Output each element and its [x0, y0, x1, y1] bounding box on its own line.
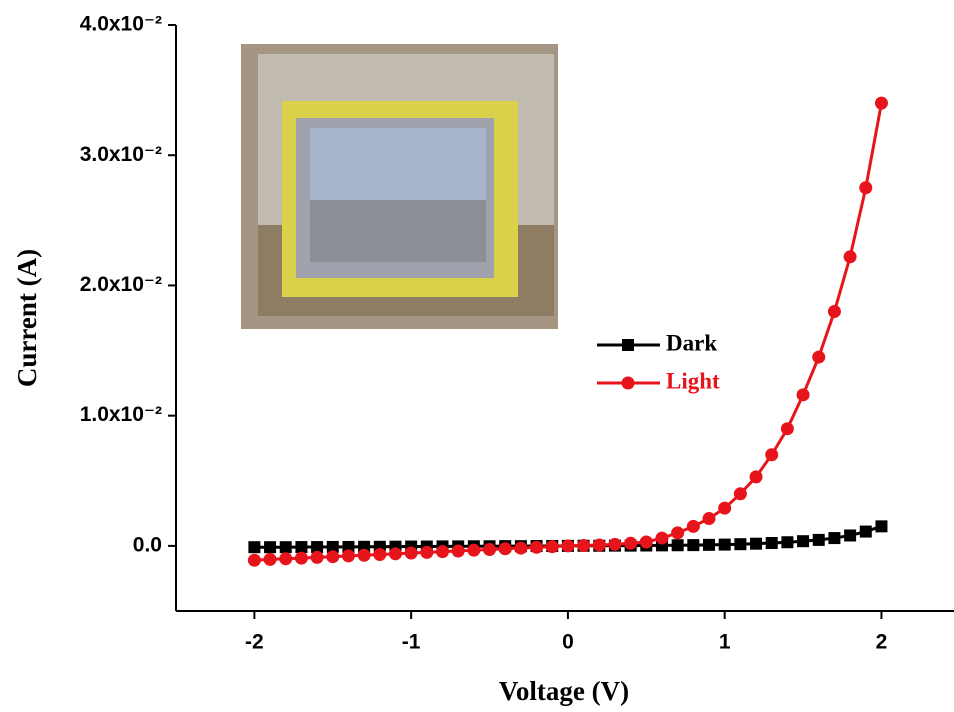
data-point: [875, 97, 888, 110]
data-point: [624, 537, 637, 550]
data-point: [765, 448, 778, 461]
y-tick-label: 4.0x10⁻²: [80, 13, 162, 36]
data-point: [467, 544, 480, 557]
data-point: [859, 181, 872, 194]
data-point: [703, 539, 715, 551]
x-tick-label: 1: [719, 631, 731, 654]
data-point: [734, 487, 747, 500]
data-point: [719, 539, 731, 551]
data-point: [295, 552, 308, 565]
data-point: [860, 526, 872, 538]
data-point: [828, 532, 840, 544]
data-point: [781, 422, 794, 435]
legend-marker: [622, 377, 635, 390]
data-point: [546, 540, 559, 553]
x-tick-label: -1: [402, 631, 421, 654]
data-point: [420, 546, 433, 559]
chart: Voltage (V) Current (A) -2 -1 0 1 2 0.0 1.0x10…: [0, 0, 954, 712]
data-point: [687, 520, 700, 533]
data-point: [373, 548, 386, 561]
data-point: [295, 541, 307, 553]
data-point: [358, 549, 371, 562]
data-point: [311, 551, 324, 564]
data-point: [640, 535, 653, 548]
x-tick-label: 0: [562, 631, 574, 654]
data-point: [248, 541, 260, 553]
data-point: [561, 539, 574, 552]
y-axis-title: Current (A): [12, 249, 42, 387]
data-point: [264, 541, 276, 553]
data-point: [499, 542, 512, 555]
y-tick-label: 3.0x10⁻²: [80, 143, 162, 166]
data-point: [875, 520, 887, 532]
data-point: [248, 554, 261, 567]
data-point: [608, 538, 621, 551]
data-point: [530, 541, 543, 554]
data-point: [812, 351, 825, 364]
data-point: [655, 532, 668, 545]
data-point: [436, 545, 449, 558]
data-point: [703, 512, 716, 525]
data-point: [671, 526, 684, 539]
data-point: [687, 539, 699, 551]
data-point: [781, 536, 793, 548]
x-tick-label: 2: [876, 631, 888, 654]
legend-label: Dark: [666, 330, 717, 355]
data-point: [279, 552, 292, 565]
data-point: [483, 543, 496, 556]
legend-marker: [622, 339, 634, 351]
data-point: [326, 550, 339, 563]
data-point: [342, 549, 355, 562]
data-point: [750, 538, 762, 550]
y-tick-label: 1.0x10⁻²: [80, 403, 162, 426]
data-point: [797, 535, 809, 547]
data-point: [452, 544, 465, 557]
data-point: [718, 502, 731, 515]
data-point: [264, 553, 277, 566]
data-point: [828, 305, 841, 318]
y-tick-label: 0.0: [133, 533, 162, 556]
legend-label: Light: [666, 368, 720, 393]
data-point: [766, 537, 778, 549]
data-point: [514, 542, 527, 555]
data-point: [593, 538, 606, 551]
data-point: [577, 539, 590, 552]
data-point: [389, 547, 402, 560]
x-tick-label: -2: [245, 631, 264, 654]
data-point: [844, 250, 857, 263]
data-point: [734, 538, 746, 550]
data-point: [750, 470, 763, 483]
data-point: [844, 529, 856, 541]
data-point: [280, 541, 292, 553]
data-point: [813, 534, 825, 546]
data-point: [405, 547, 418, 560]
data-point: [672, 539, 684, 551]
y-tick-label: 2.0x10⁻²: [80, 273, 162, 296]
x-axis-title: Voltage (V): [499, 676, 629, 706]
data-point: [797, 388, 810, 401]
inset-photo: [241, 44, 558, 329]
